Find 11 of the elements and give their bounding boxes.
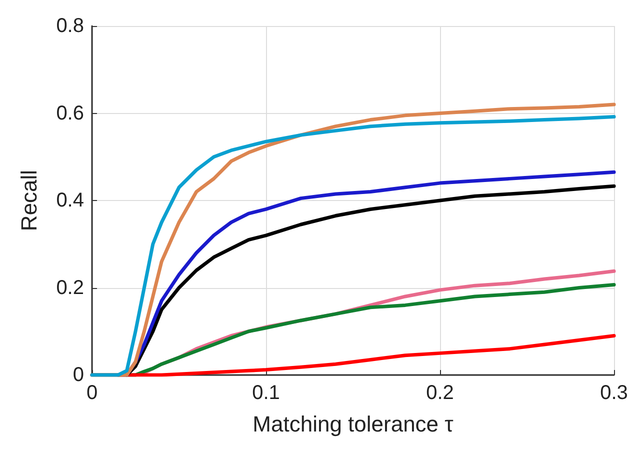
y-tick-label: 0.8 <box>56 15 84 37</box>
y-tick-label: 0.4 <box>56 190 84 212</box>
x-tick-label: 0 <box>86 382 98 404</box>
y-tick-label: 0 <box>72 364 84 386</box>
y-tick-label: 0.2 <box>56 276 84 299</box>
x-axis-title: Matching tolerance τ <box>252 412 454 436</box>
x-tick-label: 0.1 <box>252 382 280 404</box>
y-axis-title: Recall <box>16 170 42 232</box>
y-tick-label: 0.6 <box>56 102 84 124</box>
x-tick-label: 0.3 <box>600 382 628 404</box>
x-tick-label: 0.2 <box>426 382 454 404</box>
